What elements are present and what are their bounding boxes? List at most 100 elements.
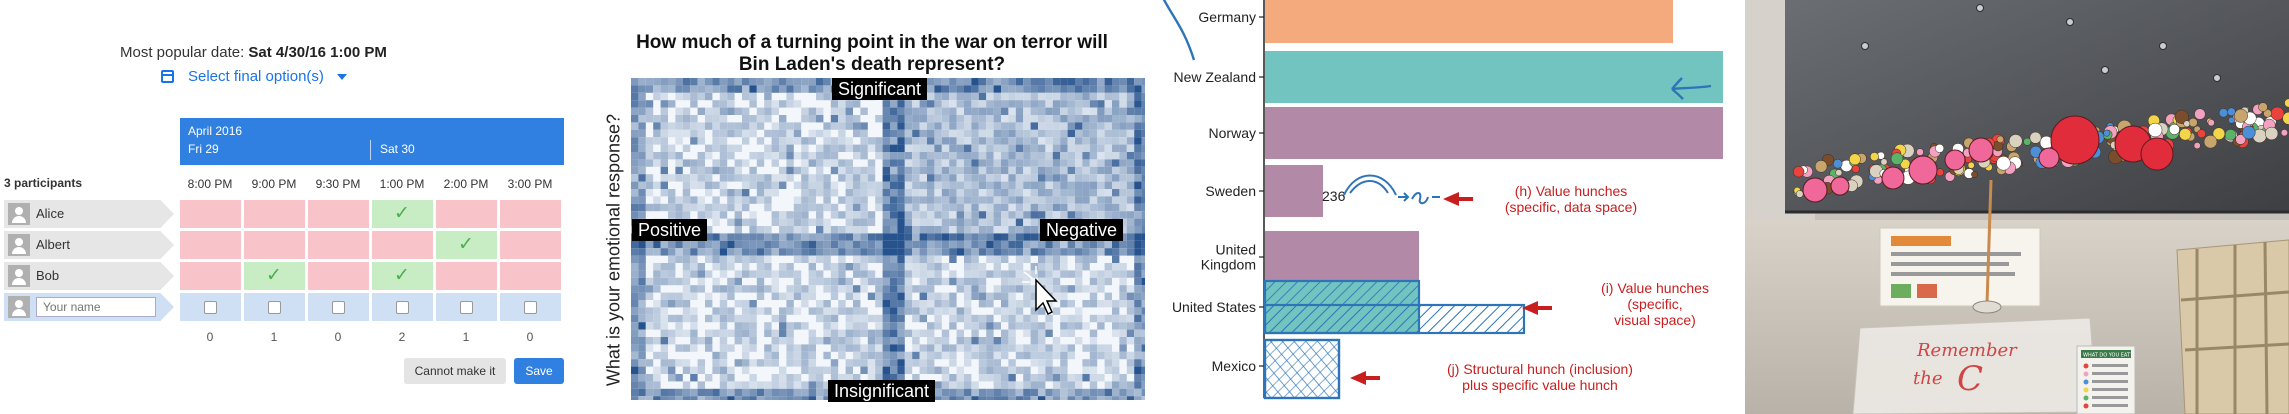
vote-checkbox[interactable] <box>396 301 409 314</box>
heatmap-cell <box>941 152 950 160</box>
heatmap-cell <box>1104 174 1112 182</box>
heatmap-cell <box>986 388 994 397</box>
heatmap-cell <box>1141 174 1145 182</box>
bar-united-kingdom[interactable] <box>1265 231 1419 283</box>
heatmap-cell <box>727 152 735 160</box>
heatmap-cell <box>1119 166 1127 175</box>
heatmap-cell <box>1141 122 1145 130</box>
heatmap-cell <box>927 189 935 197</box>
heatmap-cell <box>764 344 772 352</box>
bead <box>2207 119 2215 127</box>
heatmap-cell <box>631 300 639 308</box>
card-dot <box>2083 363 2089 369</box>
heatmap-cell <box>949 374 957 382</box>
vote-checkbox[interactable] <box>332 301 345 314</box>
heatmap-cell <box>1119 374 1127 382</box>
heatmap-cell <box>719 240 728 249</box>
heatmap-cell <box>897 255 905 263</box>
heatmap-cell <box>1067 388 1075 397</box>
heatmap-cell <box>1045 189 1053 197</box>
bar-germany[interactable] <box>1265 0 1673 43</box>
heatmap-cell <box>1134 189 1142 197</box>
heatmap-cell <box>1082 300 1090 308</box>
heatmap-cell <box>1134 137 1142 145</box>
heatmap-cell <box>742 255 750 263</box>
heatmap-cell <box>823 322 831 330</box>
heatmap-cell <box>964 196 972 204</box>
select-final-options-link[interactable]: Select final option(s) <box>162 68 324 85</box>
heatmap-cell <box>727 122 735 130</box>
heatmap-cell <box>919 255 927 263</box>
heatmap-cell <box>853 314 861 323</box>
heatmap-cell <box>1038 322 1046 330</box>
heatmap-cell <box>1126 300 1135 308</box>
heatmap-cell <box>823 240 831 249</box>
heatmap-cell <box>675 248 683 256</box>
heatmap-title: How much of a turning point in the war o… <box>592 32 1152 76</box>
your-name-input[interactable] <box>36 297 156 317</box>
heatmap-cell <box>1008 166 1016 175</box>
heatmap-cell <box>934 337 942 345</box>
heatmap-cell <box>860 248 868 256</box>
heatmap-cell <box>882 270 890 278</box>
heatmap-cell <box>1089 85 1098 93</box>
heatmap-cell <box>1134 366 1142 374</box>
heatmap-cell <box>978 233 987 241</box>
heatmap-cell <box>1097 159 1105 167</box>
heatmap-cell <box>1060 344 1068 352</box>
small-card-title: WHAT DO YOU EAT? <box>2083 353 2133 359</box>
heatmap-cell <box>956 374 964 382</box>
heatmap-cell <box>742 203 750 212</box>
heatmap-cell <box>682 277 691 286</box>
heatmap-cell <box>993 115 1001 123</box>
heatmap-cell <box>912 248 920 256</box>
heatmap-cell <box>867 174 876 182</box>
heatmap-cell <box>719 351 728 360</box>
heatmap-cell <box>668 255 676 263</box>
calendar-icon[interactable] <box>161 70 174 83</box>
heatmap-cell <box>712 196 720 204</box>
heatmap-cell <box>749 329 757 337</box>
heatmap-cell <box>1060 381 1068 389</box>
heatmap-cell <box>1030 248 1038 256</box>
heatmap-cell <box>838 129 846 138</box>
heatmap-cell <box>1023 189 1031 197</box>
vote-checkbox[interactable] <box>524 301 537 314</box>
heatmap-cell <box>1060 174 1068 182</box>
vote-checkbox[interactable] <box>460 301 473 314</box>
vote-checkbox[interactable] <box>268 301 281 314</box>
heatmap-cell <box>1001 144 1009 152</box>
heatmap-cell <box>853 329 861 337</box>
heatmap-cell <box>941 263 950 271</box>
heatmap-cell <box>653 122 661 130</box>
bar-norway[interactable] <box>1265 107 1723 159</box>
heatmap-cell <box>1015 122 1024 130</box>
heatmap-cell <box>1112 159 1120 167</box>
heatmap-cell <box>697 240 705 249</box>
heatmap-cell <box>668 270 676 278</box>
heatmap-cell <box>978 189 987 197</box>
heatmap-cell <box>801 78 809 86</box>
save-button[interactable]: Save <box>514 358 564 384</box>
heatmap-cell <box>690 196 698 204</box>
bar-new-zealand[interactable] <box>1265 51 1723 103</box>
heatmap-cell <box>1038 329 1046 337</box>
heatmap-cell <box>1001 203 1009 212</box>
heatmap-cell <box>890 263 898 271</box>
heatmap-cell <box>919 226 927 234</box>
heatmap-cell <box>1067 189 1075 197</box>
bar-sweden[interactable] <box>1265 165 1323 217</box>
heatmap-cell <box>949 248 957 256</box>
heatmap-cell <box>993 366 1001 374</box>
heatmap-cell <box>749 255 757 263</box>
cannot-make-it-button[interactable]: Cannot make it <box>404 358 506 384</box>
heatmap-cell <box>668 337 676 345</box>
bead <box>2023 137 2032 146</box>
heatmap-cell <box>1008 129 1016 138</box>
heatmap-cell <box>1119 92 1127 101</box>
vote-checkbox[interactable] <box>204 301 217 314</box>
heatmap-cell <box>971 100 979 108</box>
chevron-down-icon[interactable] <box>337 74 347 80</box>
heatmap-cell <box>816 226 824 234</box>
heatmap-cell <box>890 129 898 138</box>
